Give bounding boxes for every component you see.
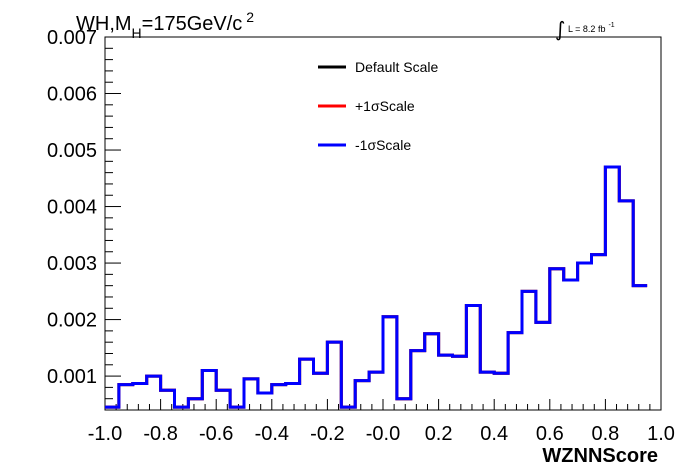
x-tick-label: 1.0 <box>647 423 675 445</box>
y-tick-label: 0.005 <box>47 140 97 162</box>
y-tick-label: 0.004 <box>47 197 97 219</box>
x-tick-label: 0.8 <box>591 423 619 445</box>
x-axis-title: WZNNScore <box>542 445 658 467</box>
legend-label-default: Default Scale <box>355 59 438 75</box>
integral-symbol: ∫ <box>555 17 565 41</box>
y-tick-label: 0.003 <box>47 253 97 275</box>
x-tick-label: -0.2 <box>310 423 344 445</box>
x-tick-label: 0.4 <box>480 423 508 445</box>
x-tick-label: -0.6 <box>199 423 233 445</box>
y-tick-label: 0.007 <box>47 27 97 49</box>
legend-label-plus1sigma: +1σScale <box>355 98 415 114</box>
x-tick-label: -0.0 <box>366 423 400 445</box>
legend-label-minus1sigma: -1σScale <box>355 137 411 153</box>
lumi-label: L = 8.2 fb -1 <box>568 22 615 34</box>
legend: Default Scale +1σScale -1σScale <box>318 59 438 153</box>
series-layer <box>105 165 648 409</box>
x-tick-label: -0.4 <box>255 423 289 445</box>
y-tick-label: 0.001 <box>47 366 97 388</box>
y-tick-label: 0.002 <box>47 310 97 332</box>
x-tick-label: 0.2 <box>425 423 453 445</box>
lumi-exponent: -1 <box>608 22 614 29</box>
chart-title: WH,MH=175GeV/c 2 <box>76 9 254 41</box>
x-tick-label: 0.6 <box>536 423 564 445</box>
chart-title-superscript: 2 <box>246 9 254 25</box>
chart-title-subscript: H <box>132 25 142 41</box>
x-tick-label: -1.0 <box>88 423 122 445</box>
x-tick-label: -0.8 <box>143 423 177 445</box>
x-axis: -1.0 -0.8 -0.6 -0.4 -0.2 -0.0 0.2 0.4 0.6 0.8 1.0 <box>88 399 675 445</box>
y-axis: 0.001 0.002 0.003 0.004 0.005 0.006 0.007 <box>47 27 121 411</box>
y-tick-label: 0.006 <box>47 84 97 106</box>
series-line-2 <box>105 165 648 409</box>
